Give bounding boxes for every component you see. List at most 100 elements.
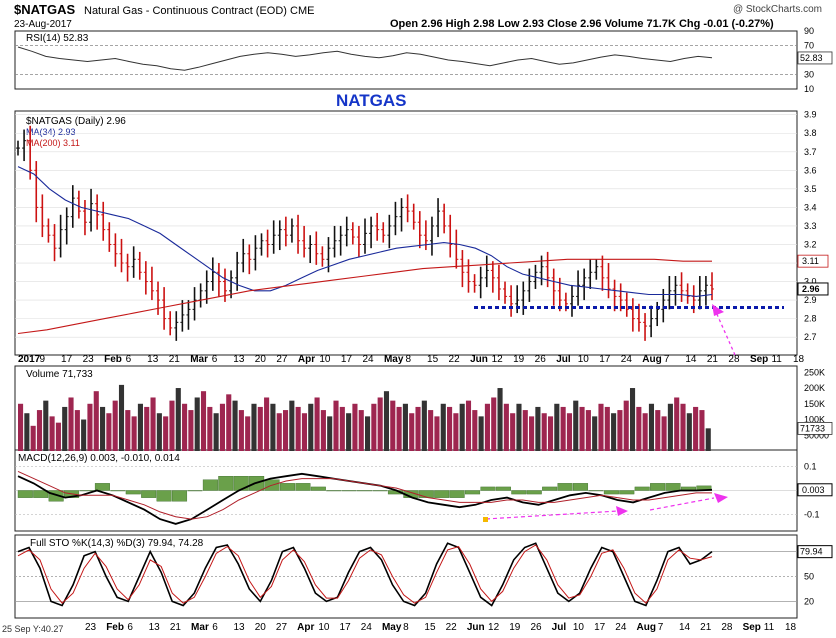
price-x-label: 10 — [319, 354, 331, 365]
price-x-label: 22 — [449, 354, 461, 365]
volume-bar — [535, 406, 541, 451]
footer-x-label: 13 — [149, 622, 161, 633]
volume-tick-label: 250K — [804, 367, 825, 377]
rsi-value-label: 52.83 — [800, 53, 823, 63]
rsi-tick-label: 70 — [804, 41, 814, 51]
volume-bar — [18, 403, 24, 451]
ma200-value-box — [797, 254, 829, 268]
price-x-label: 12 — [492, 354, 504, 365]
footer-x-label: 13 — [233, 622, 245, 633]
stochastic-legend: Full STO %K(14,3) %D(3) 79.94, 74.28 — [30, 538, 204, 549]
volume-bar — [522, 410, 528, 451]
price-x-label: 9 — [40, 354, 46, 365]
volume-bar — [453, 413, 459, 451]
watermark: @ StockCharts.com — [733, 4, 822, 15]
volume-bar — [629, 388, 636, 451]
volume-bar — [213, 413, 219, 451]
macd-histogram-bar — [573, 483, 589, 491]
volume-bar — [434, 416, 440, 451]
price-x-label: 28 — [728, 354, 740, 365]
volume-bar — [219, 403, 225, 451]
price-x-label: 15 — [427, 354, 439, 365]
price-x-label: Aug — [642, 354, 661, 365]
volume-bar — [295, 406, 301, 451]
macd-legend: MACD(12,26,9) 0.003, -0.010, 0.014 — [18, 453, 180, 464]
volume-bar — [346, 413, 352, 451]
macd-histogram-bar — [480, 486, 496, 491]
footer-x-label: 19 — [509, 622, 521, 633]
chart-description: Natural Gas - Continuous Contract (EOD) … — [84, 5, 314, 17]
support-arrow-head — [712, 304, 724, 316]
macd-histogram-bar — [634, 486, 650, 491]
volume-bar — [421, 400, 427, 451]
volume-bar — [93, 391, 99, 451]
macd-histogram-bar — [279, 483, 295, 491]
volume-bar — [182, 403, 188, 451]
price-x-label: Feb — [104, 354, 122, 365]
chart-symbol: $NATGAS — [14, 2, 75, 17]
footer-x-label: 15 — [424, 622, 436, 633]
volume-bar — [465, 400, 472, 451]
ma200-value-label: 3.11 — [802, 256, 819, 266]
volume-bar — [144, 406, 150, 451]
volume-bar — [358, 410, 364, 451]
price-x-label: 27 — [276, 354, 288, 365]
volume-bar — [320, 410, 326, 451]
volume-bar — [497, 388, 503, 451]
macd-histogram-bar — [17, 490, 33, 498]
volume-bar — [188, 410, 194, 451]
footer-x-label: 28 — [721, 622, 733, 633]
volume-bar — [232, 400, 238, 451]
volume-bar — [510, 413, 516, 451]
volume-bar — [81, 419, 87, 451]
volume-bar — [106, 413, 112, 451]
volume-bar — [24, 413, 30, 451]
volume-bar — [289, 400, 295, 451]
volume-bar — [55, 422, 61, 451]
price-x-label: Jul — [556, 354, 571, 365]
footer-x-label: 24 — [615, 622, 627, 633]
volume-bar — [112, 400, 118, 451]
price-tick-label: 2.8 — [804, 314, 817, 324]
ma34-legend: MA(34) 2.93 — [26, 127, 76, 137]
footer-x-label: 12 — [488, 622, 500, 633]
volume-bar — [693, 406, 699, 451]
macd-histogram-bar — [110, 490, 126, 492]
macd-histogram-bar — [310, 486, 326, 491]
volume-bar — [667, 403, 673, 451]
footer-x-label: 21 — [170, 622, 182, 633]
volume-tick-label: 200K — [804, 383, 825, 393]
price-x-label: Apr — [298, 354, 315, 365]
macd-histogram-bar — [650, 483, 666, 491]
chart-date: 23-Aug-2017 — [14, 19, 72, 30]
volume-bar — [617, 410, 623, 451]
macd-histogram-bar — [48, 490, 64, 502]
price-x-label: May — [384, 354, 404, 365]
stochastic-d-line — [17, 544, 713, 604]
macd-histogram-bar — [202, 479, 218, 491]
volume-bar — [611, 413, 617, 451]
price-legend-main: $NATGAS (Daily) 2.96 — [26, 116, 126, 127]
footer-x-label: 6 — [127, 622, 133, 633]
volume-bar — [333, 400, 339, 451]
volume-bar — [257, 406, 263, 451]
macd-histogram-bar — [542, 486, 558, 491]
footer-x-label: 17 — [594, 622, 606, 633]
footer-x-label: 10 — [318, 622, 330, 633]
footer-x-label: 8 — [403, 622, 409, 633]
volume-bar — [270, 403, 276, 451]
volume-bar — [585, 410, 591, 451]
volume-bar — [131, 416, 137, 451]
price-value-box — [797, 282, 829, 296]
macd-divergence-line-1 — [485, 510, 619, 520]
volume-bar — [251, 403, 257, 451]
volume-bar — [705, 428, 711, 451]
price-tick-label: 3.5 — [804, 184, 817, 194]
volume-bar — [308, 403, 314, 451]
macd-histogram-bar — [172, 490, 188, 502]
macd-histogram-bar — [465, 490, 481, 495]
price-x-label: 21 — [169, 354, 181, 365]
volume-bar — [49, 416, 55, 451]
stochastic-panel — [14, 534, 798, 619]
price-x-label: 6 — [212, 354, 218, 365]
